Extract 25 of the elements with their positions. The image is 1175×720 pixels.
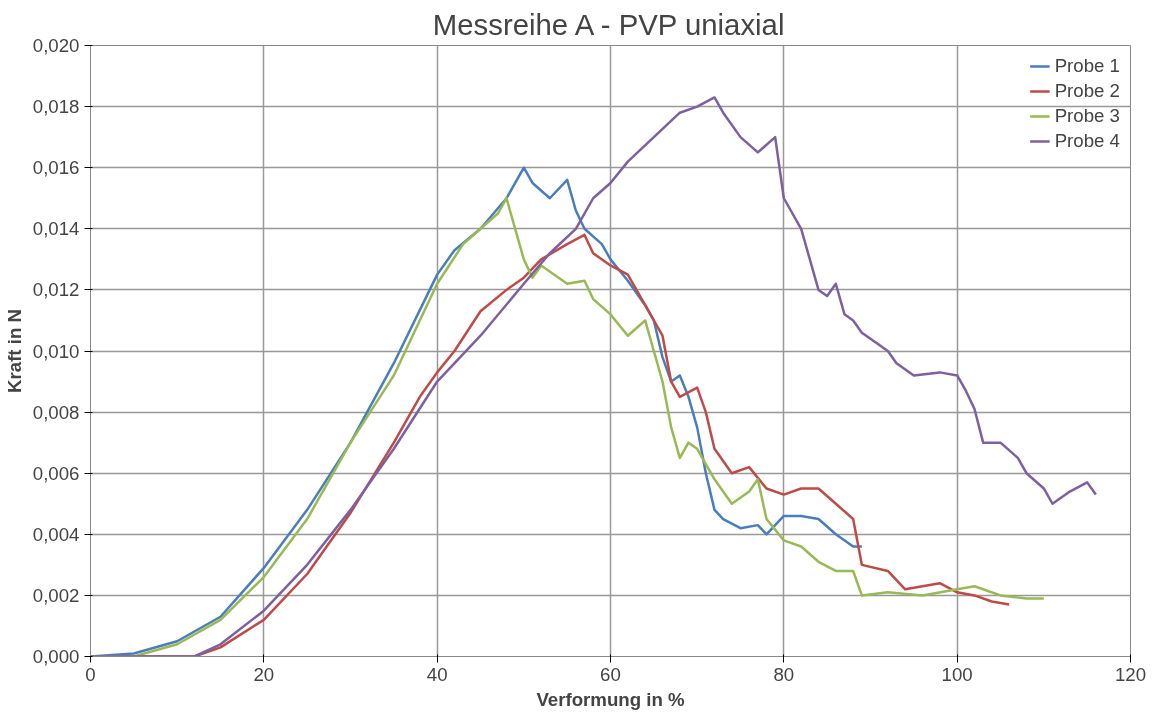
y-tick-label: 0,008 <box>32 401 80 423</box>
y-tick-label: 0,016 <box>32 157 80 179</box>
legend-label: Probe 3 <box>1054 105 1120 127</box>
x-tick-label: 80 <box>773 663 795 685</box>
legend-label: Probe 4 <box>1054 130 1120 152</box>
y-tick-label: 0,006 <box>32 462 80 484</box>
x-tick-label: 120 <box>1114 663 1147 685</box>
y-tick-label: 0,000 <box>32 646 80 667</box>
y-tick-label: 0,004 <box>32 523 80 545</box>
x-tick-label: 20 <box>253 663 275 685</box>
y-tick-label: 0,002 <box>32 584 80 606</box>
y-tick-label: 0,018 <box>32 96 80 118</box>
legend-label: Probe 1 <box>1054 55 1120 77</box>
y-tick-label: 0,014 <box>32 218 80 240</box>
chart-title: Messreihe A - PVP uniaxial <box>432 7 785 41</box>
legend-label: Probe 2 <box>1054 80 1120 102</box>
x-tick-label: 60 <box>600 663 621 685</box>
y-tick-label: 0,010 <box>32 340 80 362</box>
y-tick-label: 0,020 <box>32 35 80 56</box>
x-axis-title: Verformung in % <box>536 688 686 710</box>
x-tick-label: 100 <box>941 663 973 685</box>
x-tick-label: 40 <box>426 663 448 685</box>
y-tick-label: 0,012 <box>32 279 80 301</box>
y-axis-title: Kraft in N <box>3 309 25 393</box>
x-tick-label: 0 <box>85 663 96 685</box>
